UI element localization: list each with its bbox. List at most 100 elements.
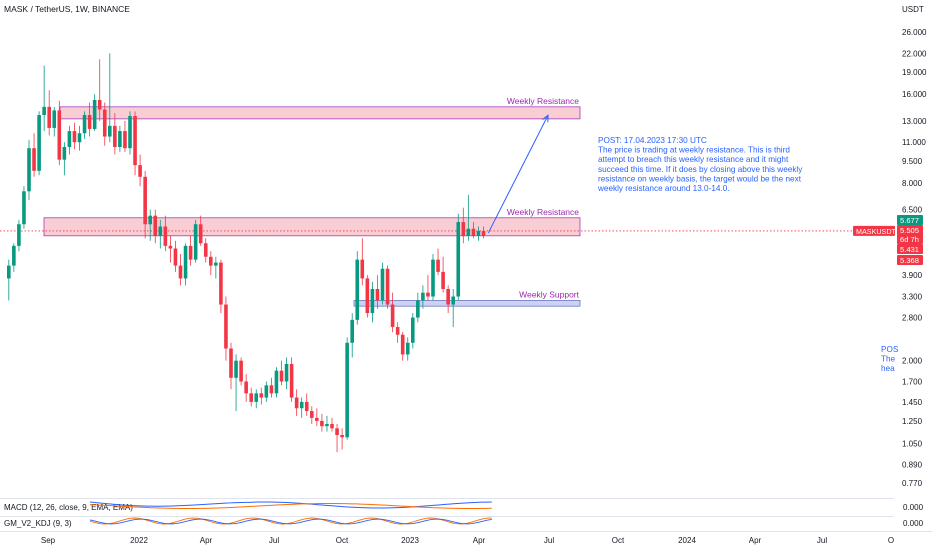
candle-body (370, 288, 375, 314)
candle-body (481, 231, 486, 236)
candle (421, 285, 425, 309)
candle-body (27, 148, 31, 192)
candle-body (97, 99, 102, 110)
candle-body (345, 342, 349, 438)
candle (77, 125, 82, 151)
candle-body (310, 411, 314, 418)
candle-body (52, 110, 57, 128)
candle (405, 337, 410, 361)
candle (193, 219, 198, 263)
candle-body (350, 319, 354, 343)
currency-label: USDT (902, 5, 924, 14)
candle (269, 377, 274, 398)
candle (214, 256, 218, 279)
price-tick-label: 6.500 (902, 206, 923, 215)
candle-body (451, 296, 455, 305)
candle-body (299, 401, 304, 409)
candle (133, 111, 137, 176)
candle-body (340, 434, 344, 438)
candle-body (163, 226, 168, 246)
candle (390, 292, 395, 333)
candle (340, 428, 344, 450)
candle (209, 251, 213, 276)
price-tick-label: 1.250 (902, 417, 923, 426)
candle-body (153, 215, 158, 236)
candle-body (294, 397, 299, 409)
price-tag-bg (897, 225, 923, 235)
price-tick-label: 0.770 (902, 479, 923, 488)
candle-body (143, 176, 147, 225)
kdj-pane[interactable]: GM_V2_KDJ (9, 3) 0.000 (4, 517, 924, 528)
candle (345, 337, 349, 440)
candle-body (365, 278, 370, 314)
candle (123, 120, 127, 152)
macd-axis-value: 0.000 (903, 503, 924, 512)
candle (411, 313, 415, 349)
candle (315, 408, 319, 427)
candle-body (441, 271, 445, 289)
candle (113, 113, 117, 155)
candle-body (461, 222, 466, 236)
price-tick-label: 1.450 (902, 398, 923, 407)
candle-body (380, 268, 385, 301)
candle-body (446, 288, 450, 305)
note-cut-line: hea (881, 364, 895, 373)
candle (274, 367, 279, 398)
projection-arrowhead (542, 114, 549, 123)
candle (47, 90, 51, 136)
price-axis[interactable]: 26.000 22.000 19.000 16.000 13.000 11.000 9.50… (853, 28, 927, 488)
candle-body (279, 370, 284, 382)
price-tick-label: 1.700 (902, 378, 923, 387)
time-tick-label: Oct (612, 536, 625, 545)
candle-body (133, 115, 137, 166)
candle-body (188, 245, 193, 260)
candle (239, 357, 243, 386)
zone-resistance (59, 106, 581, 120)
candle-body (269, 385, 274, 394)
time-axis[interactable]: Sep 2022 Apr Jul Oct 2023 Apr Jul Oct 2024 Apr Jul O (41, 536, 894, 545)
note-line: The price is trading at weekly resistanc… (598, 146, 790, 155)
candle (264, 381, 269, 402)
candle-body (193, 224, 198, 260)
candle (52, 106, 57, 137)
kdj-axis-value: 0.000 (903, 519, 924, 528)
macd-pane[interactable]: MACD (12, 26, close, 9, EMA, EMA) 0.000 (4, 501, 924, 512)
candle (57, 100, 62, 166)
candle (37, 111, 41, 176)
candle (234, 354, 238, 412)
candle-body (411, 317, 415, 343)
candle (471, 222, 476, 239)
candle-body (219, 262, 223, 305)
note-line: POST: 17.04.2023 17:30 UTC (598, 136, 707, 145)
time-tick-label: 2022 (130, 536, 148, 545)
candle-body (304, 401, 309, 412)
candle (97, 59, 102, 121)
price-tag-low2: 5.368 (900, 256, 919, 265)
candle (224, 296, 228, 361)
candle (365, 275, 370, 318)
candle (466, 194, 471, 241)
candle-body (183, 245, 188, 279)
candle-body (385, 268, 390, 305)
candle-body (113, 125, 117, 147)
candle (229, 342, 233, 390)
candle (360, 238, 365, 286)
candle-body (456, 222, 461, 297)
candle-body (62, 146, 67, 160)
price-tag-bg (897, 215, 923, 225)
candle-body (320, 420, 324, 427)
candle-body (284, 363, 289, 382)
note-cut-line: POS (881, 345, 899, 354)
time-tick-label: Apr (473, 536, 486, 545)
candle (67, 125, 72, 155)
candle-body (315, 417, 319, 421)
candle-body (254, 393, 259, 402)
candle-body (168, 245, 173, 249)
candle-body (405, 342, 410, 355)
candle-body (47, 106, 51, 128)
candle-body (335, 428, 339, 435)
candle (153, 209, 158, 244)
candle (244, 374, 248, 402)
